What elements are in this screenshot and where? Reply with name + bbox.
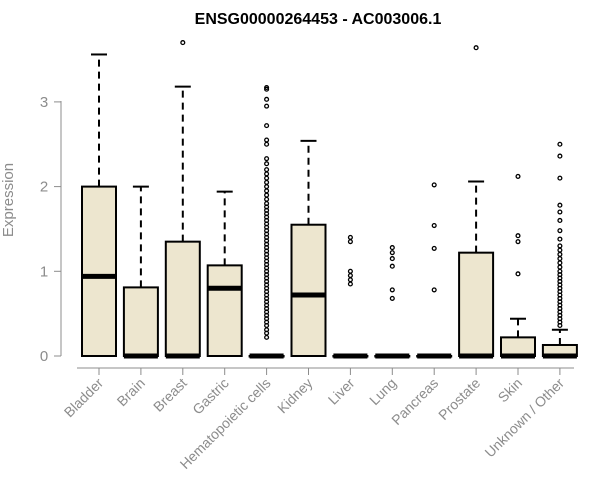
outlier-point [389, 245, 395, 251]
outlier-point [347, 234, 353, 240]
outlier-point [264, 123, 270, 129]
box-gastric [206, 190, 243, 357]
box-prostate [458, 45, 495, 359]
outlier-point [389, 295, 395, 301]
x-tick-label-breast: Breast [150, 375, 190, 415]
box-brain [122, 185, 159, 359]
outlier-point [264, 327, 270, 333]
outlier-point [557, 202, 563, 208]
outlier-point [264, 156, 270, 162]
outlier-point [347, 277, 353, 283]
x-tick-label-skin: Skin [495, 375, 526, 406]
outlier-point [557, 228, 563, 234]
outlier-point [389, 256, 395, 262]
box-body [290, 223, 327, 357]
box-lung [374, 245, 411, 359]
outlier-point [264, 179, 270, 185]
x-tick-label-kidney: Kidney [274, 375, 316, 417]
outlier-point [347, 281, 353, 287]
outlier-point [557, 260, 563, 266]
outlier-point [264, 175, 270, 181]
outlier-point [473, 45, 479, 51]
x-tick-label-liver: Liver [325, 375, 358, 408]
y-axis-label: Expression [0, 163, 17, 237]
box-hematopoietic-cells [248, 84, 285, 359]
x-tick-label-bladder: Bladder [61, 375, 107, 421]
outlier-point [515, 233, 521, 239]
outlier-point [431, 223, 437, 229]
outlier-point [431, 245, 437, 251]
box-bladder [81, 53, 117, 357]
x-tick-label-prostate: Prostate [435, 375, 483, 423]
outlier-point [264, 167, 270, 173]
box-body [122, 286, 159, 358]
x-tick-label-unknown-other: Unknown / Other [481, 375, 567, 461]
outlier-point [264, 334, 270, 340]
outlier-point [557, 217, 563, 224]
outlier-point [557, 243, 563, 249]
box-body [164, 240, 201, 357]
y-tick-label: 0 [40, 348, 48, 365]
outlier-point [347, 268, 353, 274]
outlier-point [264, 192, 270, 198]
outlier-point [557, 247, 563, 253]
outlier-point [557, 209, 563, 215]
chart-title: ENSG00000264453 - AC003006.1 [195, 11, 442, 28]
outlier-point [264, 184, 270, 190]
box-body [206, 264, 243, 357]
y-tick-label: 1 [40, 263, 48, 280]
box-liver [332, 234, 369, 359]
box-skin [500, 173, 536, 359]
box-body [81, 185, 117, 357]
outlier-point [557, 153, 563, 159]
outlier-point [264, 84, 270, 91]
outlier-point [557, 251, 563, 257]
y-axis-ticks: 0 1 2 3 [40, 94, 61, 365]
outlier-point [515, 173, 521, 179]
outlier-point [180, 40, 186, 46]
outlier-point [347, 239, 353, 245]
box-series [81, 40, 578, 359]
box-kidney [290, 139, 327, 357]
outlier-point [264, 188, 270, 194]
outlier-point [557, 264, 563, 270]
outlier-point [264, 137, 270, 143]
outlier-point [557, 236, 563, 242]
x-tick-label-pancreas: Pancreas [388, 375, 441, 428]
box-pancreas [416, 182, 453, 359]
outlier-point [515, 239, 521, 245]
outlier-point [389, 287, 395, 293]
outlier-point [389, 263, 395, 269]
outlier-point [431, 287, 437, 293]
outlier-point [557, 256, 563, 262]
outlier-point [264, 171, 270, 177]
outlier-point [264, 96, 270, 102]
outlier-point [389, 250, 395, 256]
box-body [500, 336, 536, 357]
box-body [458, 251, 495, 357]
outlier-point [557, 175, 563, 181]
box-unknown-other [541, 141, 578, 359]
outlier-point [557, 141, 563, 147]
box-breast [164, 40, 201, 359]
outlier-point [515, 271, 521, 277]
x-tick-label-brain: Brain [114, 375, 148, 409]
outlier-point [264, 196, 270, 202]
outlier-point [264, 200, 270, 207]
outlier-point [557, 268, 563, 274]
x-tick-label-lung: Lung [366, 375, 399, 408]
y-tick-label: 2 [40, 179, 48, 196]
outlier-point [264, 103, 270, 109]
outlier-point [264, 161, 270, 167]
outlier-point [347, 272, 353, 279]
outlier-point [264, 141, 270, 147]
outlier-point [431, 182, 437, 188]
y-tick-label: 3 [40, 94, 48, 111]
